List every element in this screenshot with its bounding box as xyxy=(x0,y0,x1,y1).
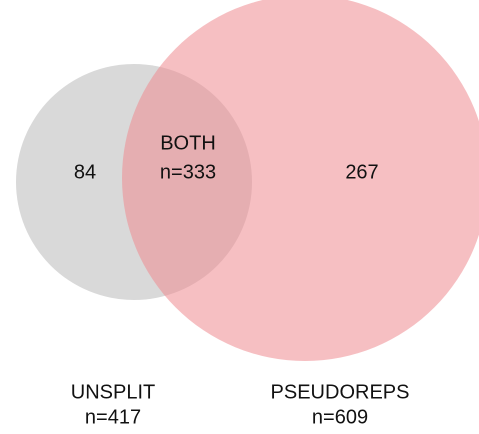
set-name: PSEUDOREPS xyxy=(271,381,410,403)
set-circle xyxy=(122,0,479,361)
region-label: BOTH xyxy=(160,132,216,154)
region-count: n=333 xyxy=(160,161,216,183)
set-name: UNSPLIT xyxy=(71,381,155,403)
region-count: 84 xyxy=(74,161,96,183)
set-size: n=417 xyxy=(85,406,141,428)
set-size: n=609 xyxy=(312,406,368,428)
region-count: 267 xyxy=(345,161,378,183)
